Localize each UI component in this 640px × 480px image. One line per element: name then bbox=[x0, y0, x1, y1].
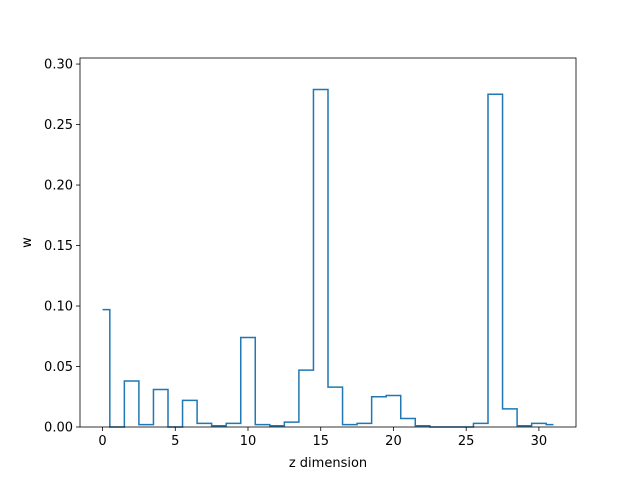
x-tick-label: 10 bbox=[240, 434, 257, 449]
y-tick-label: 0.20 bbox=[44, 179, 73, 194]
x-tick-label: 30 bbox=[531, 434, 548, 449]
x-axis-ticks: 0 5 10 15 20 25 30 bbox=[98, 427, 547, 449]
x-tick-label: 20 bbox=[385, 434, 402, 449]
x-tick-label: 5 bbox=[171, 434, 179, 449]
y-axis-label: w bbox=[20, 237, 35, 248]
axes-frame bbox=[79, 57, 577, 428]
y-tick-label: 0.05 bbox=[44, 360, 73, 375]
y-axis-ticks: 0.00 0.05 0.10 0.15 0.20 0.25 0.30 bbox=[44, 58, 80, 436]
y-tick-label: 0.00 bbox=[44, 421, 73, 436]
y-tick-label: 0.25 bbox=[44, 118, 73, 133]
y-tick-label: 0.10 bbox=[44, 300, 73, 315]
x-tick-label: 15 bbox=[312, 434, 329, 449]
y-tick-label: 0.30 bbox=[44, 58, 73, 73]
y-tick-label: 0.15 bbox=[44, 239, 73, 254]
x-tick-label: 25 bbox=[458, 434, 475, 449]
x-axis-label: z dimension bbox=[289, 456, 367, 471]
x-tick-label: 0 bbox=[98, 434, 106, 449]
